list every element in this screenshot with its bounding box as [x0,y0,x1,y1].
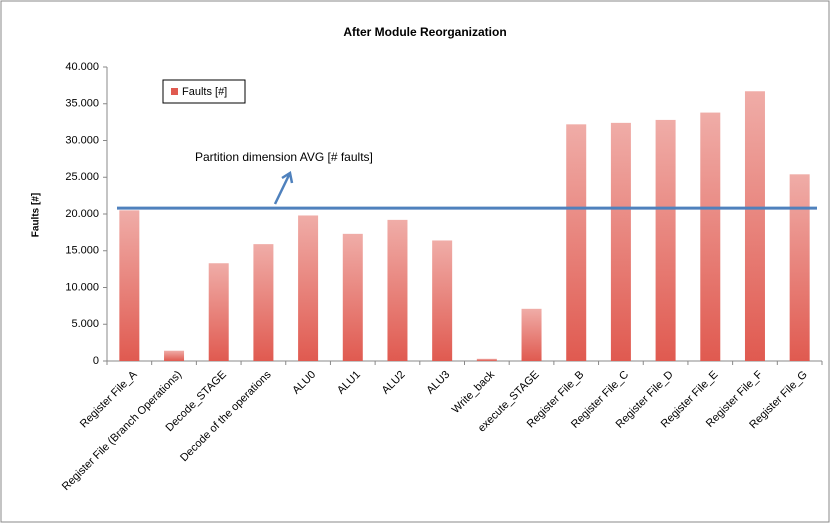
y-tick-label: 20.000 [65,208,99,220]
bar [655,119,676,361]
bar [610,122,631,361]
bar [253,244,274,361]
y-tick-label: 35.000 [65,98,99,110]
y-tick-label: 5.000 [71,318,99,330]
bar [164,350,185,361]
bar [476,358,497,361]
y-tick-label: 25.000 [65,171,99,183]
bar [789,174,810,361]
annotation: Partition dimension AVG [# faults] [195,150,373,164]
bar [119,210,140,361]
bar [744,91,765,361]
bar [432,240,453,361]
bar [342,233,363,361]
y-tick-label: 40.000 [65,61,99,73]
legend-box [162,79,246,104]
bar [566,124,587,361]
y-axis-label: Faults [#] [31,193,42,237]
legend-swatch [171,88,178,95]
annotation-arrow [273,170,294,205]
y-tick-label: 0 [93,355,99,367]
chart-title: After Module Reorganization [343,25,506,39]
bar [208,263,229,361]
legend-label: Faults [#] [182,86,227,98]
bar [521,308,542,361]
y-tick-label: 30.000 [65,134,99,146]
bar [387,219,408,361]
y-tick-label: 10.000 [65,281,99,293]
bar [298,215,319,361]
y-tick-label: 15.000 [65,245,99,257]
bar [700,112,721,361]
